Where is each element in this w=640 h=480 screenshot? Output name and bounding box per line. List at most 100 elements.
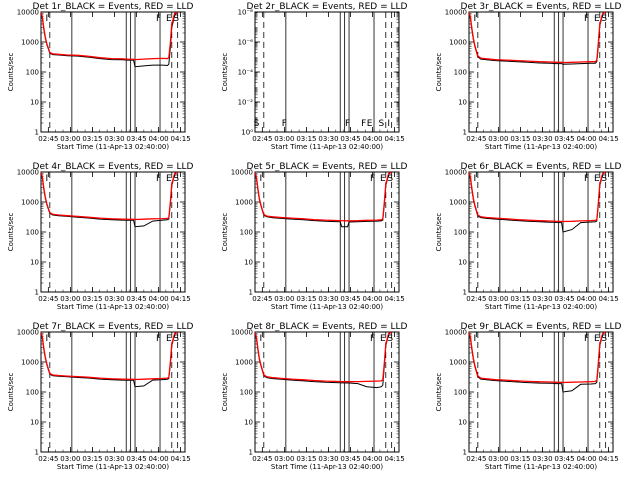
x-tick-label: 03:00 bbox=[274, 135, 294, 143]
y-axis-label: Counts/sec bbox=[435, 53, 443, 92]
plot-frame bbox=[468, 171, 614, 293]
event-flag-label: I bbox=[46, 14, 49, 24]
detector-panel-9: Det 9r_BLACK = Events, RED = LLD 1 10 100 10… bbox=[435, 322, 622, 471]
event-flag-label: I bbox=[260, 334, 263, 344]
x-tick-label: 03:00 bbox=[60, 455, 80, 463]
y-tick-label: 100 bbox=[454, 229, 467, 237]
event-flag-label: E bbox=[166, 334, 172, 344]
series-line-lld bbox=[469, 172, 606, 223]
y-axis-label: Counts/sec bbox=[221, 53, 229, 92]
y-tick-label: 100 bbox=[26, 229, 39, 237]
plot-frame bbox=[40, 331, 186, 453]
y-tick-label: 1 bbox=[249, 449, 253, 457]
detector-panel-4: Det 4r_BLACK = Events, RED = LLD 1 10 100 10… bbox=[7, 162, 194, 311]
series-line-lld bbox=[41, 332, 178, 381]
y-tick-label: 1 bbox=[35, 449, 39, 457]
event-flag-label: F bbox=[156, 14, 161, 24]
series-line-lld bbox=[255, 332, 392, 383]
plot-frame bbox=[254, 331, 400, 453]
x-tick-label: 02:45 bbox=[466, 135, 486, 143]
x-axis-label: Start Time (11-Apr-13 02:40:00) bbox=[485, 143, 597, 151]
x-axis-label: Start Time (11-Apr-13 02:40:00) bbox=[271, 143, 383, 151]
x-tick-label: 02:45 bbox=[38, 455, 58, 463]
x-axis-label: Start Time (11-Apr-13 02:40:00) bbox=[57, 463, 169, 471]
series-line-lld bbox=[469, 12, 606, 64]
event-flag-label: I bbox=[474, 14, 477, 24]
event-flag-label: S bbox=[173, 174, 179, 184]
x-axis-label: Start Time (11-Apr-13 02:40:00) bbox=[271, 463, 383, 471]
panel-title: Det 1r_BLACK = Events, RED = LLD bbox=[33, 2, 194, 12]
x-tick-label: 03:30 bbox=[104, 295, 124, 303]
x-tick-label: 03:15 bbox=[510, 295, 530, 303]
panel-title: Det 4r_BLACK = Events, RED = LLD bbox=[33, 162, 194, 172]
x-tick-label: 03:45 bbox=[340, 295, 360, 303]
plot-frame bbox=[254, 171, 400, 293]
x-axis-label: Start Time (11-Apr-13 02:40:00) bbox=[57, 143, 169, 151]
x-tick-label: 04:00 bbox=[362, 295, 382, 303]
y-tick-label: 100 bbox=[26, 69, 39, 77]
plot-frame bbox=[468, 331, 614, 453]
event-flag-label: F bbox=[584, 14, 589, 24]
x-tick-label: 04:15 bbox=[384, 135, 404, 143]
y-tick-label: 10 bbox=[30, 259, 39, 267]
y-tick-label: 10⁻² bbox=[238, 99, 254, 107]
plot-frame bbox=[254, 11, 400, 133]
x-tick-label: 02:45 bbox=[466, 295, 486, 303]
y-tick-label: 10 bbox=[30, 419, 39, 427]
y-tick-label: 10 bbox=[458, 99, 467, 107]
event-flag-label: I bbox=[387, 119, 390, 129]
x-tick-label: 03:30 bbox=[318, 135, 338, 143]
detector-panel-7: Det 7r_BLACK = Events, RED = LLD 1 10 100 10… bbox=[7, 322, 194, 471]
x-tick-label: 04:15 bbox=[170, 455, 190, 463]
plot-frame bbox=[468, 11, 614, 133]
panel-title: Det 9r_BLACK = Events, RED = LLD bbox=[461, 322, 622, 332]
y-tick-label: 1 bbox=[35, 289, 39, 297]
x-tick-label: 03:45 bbox=[554, 455, 574, 463]
event-flag-label: E bbox=[166, 14, 172, 24]
event-flag-label: E bbox=[367, 119, 373, 129]
y-tick-label: 10000 bbox=[445, 169, 467, 177]
detector-panel-3: Det 3r_BLACK = Events, RED = LLD 1 10 100 10… bbox=[435, 2, 622, 151]
y-tick-label: 10000 bbox=[17, 169, 39, 177]
x-tick-label: 02:45 bbox=[252, 295, 272, 303]
event-flag-label: E bbox=[166, 174, 172, 184]
event-flag-label: F bbox=[370, 334, 375, 344]
panel-title: Det 6r_BLACK = Events, RED = LLD bbox=[461, 162, 622, 172]
detector-panel-5: Det 5r_BLACK = Events, RED = LLD 1 10 100 10… bbox=[221, 162, 408, 311]
x-tick-label: 03:45 bbox=[554, 135, 574, 143]
y-tick-label: 10⁻⁴ bbox=[238, 69, 254, 77]
y-axis-label: Counts/sec bbox=[435, 373, 443, 412]
x-tick-label: 04:00 bbox=[148, 455, 168, 463]
x-tick-label: 03:30 bbox=[104, 135, 124, 143]
x-tick-label: 03:45 bbox=[554, 295, 574, 303]
plot-frame bbox=[40, 171, 186, 293]
event-flag-label: S bbox=[601, 14, 607, 24]
x-tick-label: 02:45 bbox=[38, 295, 58, 303]
event-flag-label: F bbox=[282, 119, 287, 129]
x-tick-label: 02:45 bbox=[252, 455, 272, 463]
y-tick-label: 1 bbox=[249, 289, 253, 297]
panel-title: Det 8r_BLACK = Events, RED = LLD bbox=[247, 322, 408, 332]
y-tick-label: 10 bbox=[30, 99, 39, 107]
x-tick-label: 04:00 bbox=[362, 455, 382, 463]
x-tick-label: 03:30 bbox=[318, 295, 338, 303]
y-axis-label: Counts/sec bbox=[435, 213, 443, 252]
x-tick-label: 04:00 bbox=[576, 455, 596, 463]
x-tick-label: 03:00 bbox=[60, 295, 80, 303]
x-tick-label: 03:30 bbox=[318, 455, 338, 463]
x-tick-label: 03:30 bbox=[532, 455, 552, 463]
x-axis-label: Start Time (11-Apr-13 02:40:00) bbox=[57, 303, 169, 311]
x-tick-label: 04:15 bbox=[598, 135, 618, 143]
x-tick-label: 03:45 bbox=[126, 135, 146, 143]
x-tick-label: 04:00 bbox=[148, 135, 168, 143]
x-tick-label: 03:15 bbox=[296, 455, 316, 463]
event-flag-label: E bbox=[380, 174, 386, 184]
y-tick-label: 1000 bbox=[235, 199, 253, 207]
y-tick-label: 1 bbox=[35, 129, 39, 137]
x-tick-label: 03:00 bbox=[274, 295, 294, 303]
event-flag-label: S bbox=[173, 334, 179, 344]
y-tick-label: 100 bbox=[26, 389, 39, 397]
event-flag-label: F bbox=[584, 174, 589, 184]
x-tick-label: 03:15 bbox=[82, 455, 102, 463]
